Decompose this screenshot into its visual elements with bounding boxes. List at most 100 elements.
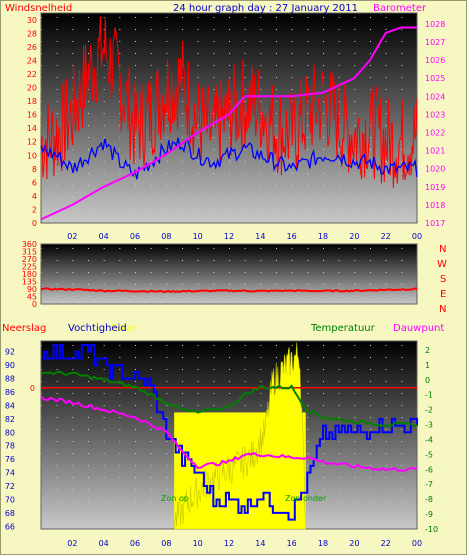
grid-dot bbox=[354, 345, 356, 346]
grid-dot bbox=[385, 296, 387, 297]
y-tick-label-temperature: -7 bbox=[425, 480, 433, 489]
grid-dot bbox=[56, 284, 58, 285]
grid-dot bbox=[72, 53, 74, 54]
grid-dot bbox=[229, 17, 230, 18]
grid-dot bbox=[182, 393, 183, 394]
y-tick-label-temperature: -2 bbox=[425, 406, 433, 415]
grid-dot bbox=[385, 185, 387, 186]
grid-dot bbox=[307, 101, 309, 102]
grid-dot bbox=[338, 185, 340, 186]
grid-dot bbox=[103, 405, 105, 406]
grid-dot bbox=[56, 161, 58, 162]
panel-frame bbox=[40, 12, 418, 224]
grid-dot bbox=[119, 501, 121, 502]
grid-dot bbox=[88, 185, 89, 186]
grid-dot bbox=[103, 441, 105, 442]
grid-dot bbox=[150, 489, 152, 490]
y-tick-label-right: 1019 bbox=[425, 183, 445, 192]
grid-dot bbox=[323, 296, 324, 297]
grid-dot bbox=[385, 137, 387, 138]
x-tick-label: 16 bbox=[287, 232, 297, 241]
grid-dot bbox=[88, 53, 89, 54]
grid-dot bbox=[150, 417, 152, 418]
grid-dot bbox=[72, 41, 74, 42]
grid-dot bbox=[213, 357, 215, 358]
grid-dot bbox=[150, 513, 152, 514]
grid-dot bbox=[229, 296, 230, 297]
grid-dot bbox=[291, 17, 293, 18]
grid-dot bbox=[166, 260, 168, 261]
windsnelheid-avg-line bbox=[40, 137, 418, 180]
grid-dot bbox=[166, 501, 168, 502]
grid-dot bbox=[354, 417, 356, 418]
grid-dot bbox=[401, 284, 403, 285]
grid-dot bbox=[307, 453, 309, 454]
grid-dot bbox=[338, 393, 340, 394]
y-tick-label-temperature: 0 bbox=[425, 376, 430, 385]
x-tick-label: 20 bbox=[349, 539, 359, 548]
y-tick-label-left: 10 bbox=[27, 151, 37, 160]
grid-dot bbox=[260, 209, 262, 210]
x-tick-label: 16 bbox=[287, 539, 297, 548]
grid-dot bbox=[354, 29, 356, 30]
grid-dot bbox=[88, 272, 89, 273]
grid-dot bbox=[135, 393, 136, 394]
grid-dot bbox=[88, 113, 89, 114]
grid-dot bbox=[119, 260, 121, 261]
grid-dot bbox=[166, 296, 168, 297]
grid-dot bbox=[182, 29, 183, 30]
grid-dot bbox=[119, 393, 121, 394]
grid-dot bbox=[72, 381, 74, 382]
grid-dot bbox=[197, 393, 199, 394]
grid-dot bbox=[213, 381, 215, 382]
grid-dot bbox=[354, 357, 356, 358]
grid-dot bbox=[119, 381, 121, 382]
grid-dot bbox=[323, 525, 324, 526]
y-tick-label-left: 28 bbox=[27, 29, 37, 38]
grid-dot bbox=[135, 185, 136, 186]
grid-dot bbox=[370, 221, 371, 222]
grid-dot bbox=[370, 248, 371, 249]
grid-dot bbox=[370, 89, 371, 90]
grid-dot bbox=[244, 185, 246, 186]
grid-dot bbox=[229, 29, 230, 30]
grid-dot bbox=[354, 369, 356, 370]
grid-dot bbox=[119, 453, 121, 454]
grid-dot bbox=[182, 248, 183, 249]
grid-dot bbox=[338, 197, 340, 198]
grid-dot bbox=[244, 89, 246, 90]
grid-dot bbox=[260, 369, 262, 370]
y-tick-label-right: 1023 bbox=[425, 110, 445, 119]
grid-dot bbox=[150, 77, 152, 78]
grid-dot bbox=[244, 369, 246, 370]
grid-dot bbox=[72, 89, 74, 90]
grid-dot bbox=[150, 221, 152, 222]
grid-dot bbox=[182, 345, 183, 346]
grid-dot bbox=[307, 29, 309, 30]
grid-dot bbox=[56, 101, 58, 102]
grid-dot bbox=[119, 113, 121, 114]
grid-dot bbox=[370, 429, 371, 430]
grid-dot bbox=[229, 41, 230, 42]
grid-dot bbox=[150, 453, 152, 454]
grid-dot bbox=[150, 209, 152, 210]
grid-dot bbox=[291, 89, 293, 90]
grid-dot bbox=[56, 296, 58, 297]
grid-dot bbox=[166, 53, 168, 54]
grid-dot bbox=[276, 17, 277, 18]
grid-dot bbox=[88, 429, 89, 430]
grid-dot bbox=[197, 65, 199, 66]
y-tick-label-left: 4 bbox=[32, 192, 37, 201]
y-tick-label-humidity: 72 bbox=[5, 482, 15, 491]
grid-dot bbox=[197, 272, 199, 273]
grid-dot bbox=[244, 77, 246, 78]
grid-dot bbox=[323, 137, 324, 138]
grid-dot bbox=[229, 53, 230, 54]
y-tick-label-temperature: 1 bbox=[425, 361, 430, 370]
grid-dot bbox=[166, 173, 168, 174]
x-tick-label: 22 bbox=[381, 539, 391, 548]
grid-dot bbox=[197, 77, 199, 78]
grid-dot bbox=[260, 381, 262, 382]
grid-dot bbox=[385, 53, 387, 54]
grid-dot bbox=[166, 113, 168, 114]
